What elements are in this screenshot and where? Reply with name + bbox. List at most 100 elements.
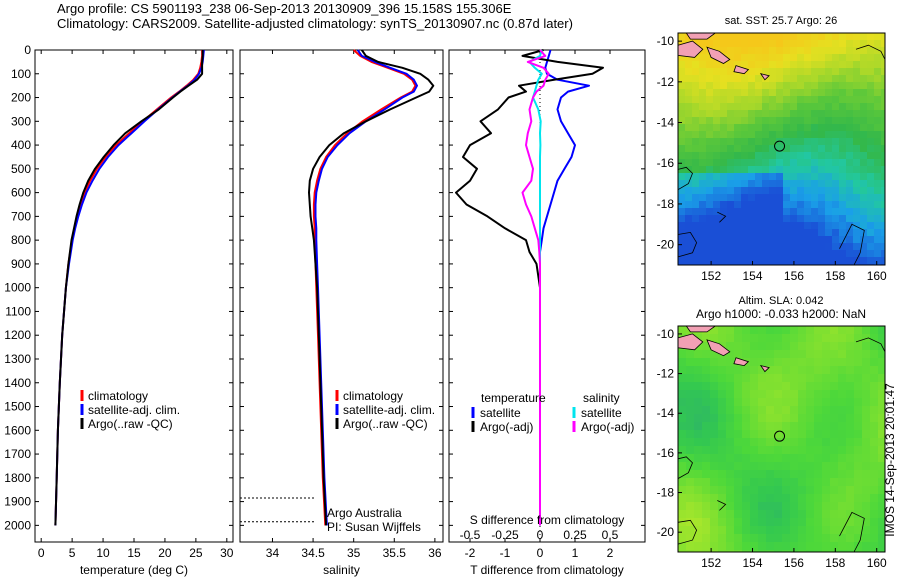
heatmap-cell bbox=[678, 326, 687, 335]
heatmap-cell bbox=[870, 430, 879, 439]
heatmap-cell bbox=[860, 208, 868, 216]
heatmap-cell bbox=[881, 222, 886, 230]
heatmap-cell bbox=[783, 68, 791, 76]
heatmap-cell bbox=[839, 61, 847, 69]
heatmap-cell bbox=[874, 166, 882, 174]
heatmap-cell bbox=[776, 166, 784, 174]
heatmap-cell bbox=[776, 82, 784, 90]
heatmap-cell bbox=[804, 243, 812, 251]
heatmap-cell bbox=[804, 236, 812, 244]
heatmap-cell bbox=[832, 82, 840, 90]
heatmap-cell bbox=[750, 390, 759, 399]
heatmap-cell bbox=[706, 110, 714, 118]
heatmap-cell bbox=[862, 374, 871, 383]
heatmap-cell bbox=[825, 145, 833, 153]
heatmap-cell bbox=[798, 414, 807, 423]
heatmap-cell bbox=[766, 478, 775, 487]
heatmap-cell bbox=[726, 454, 735, 463]
heatmap-cell bbox=[742, 542, 751, 551]
heatmap-cell bbox=[846, 374, 855, 383]
heatmap-cell bbox=[839, 110, 847, 118]
heatmap-cell bbox=[870, 358, 879, 367]
heatmap-cell bbox=[830, 382, 839, 391]
heatmap-cell bbox=[818, 110, 826, 118]
heatmap-cell bbox=[862, 342, 871, 351]
heatmap-cell bbox=[699, 166, 707, 174]
heatmap-cell bbox=[686, 358, 695, 367]
heatmap-cell bbox=[727, 145, 735, 153]
heatmap-cell bbox=[811, 166, 819, 174]
heatmap-cell bbox=[783, 124, 791, 132]
heatmap-cell bbox=[870, 326, 879, 335]
heatmap-cell bbox=[734, 236, 742, 244]
heatmap-cell bbox=[706, 68, 714, 76]
heatmap-cell bbox=[718, 526, 727, 535]
heatmap-cell bbox=[867, 124, 875, 132]
heatmap-cell bbox=[874, 138, 882, 146]
heatmap-cell bbox=[699, 96, 707, 104]
heatmap-cell bbox=[762, 68, 770, 76]
heatmap-cell bbox=[811, 159, 819, 167]
y-tick-label: -18 bbox=[657, 486, 675, 500]
heatmap-cell bbox=[853, 47, 861, 55]
heatmap-cell bbox=[797, 40, 805, 48]
heatmap-cell bbox=[769, 229, 777, 237]
heatmap-cell bbox=[790, 208, 798, 216]
heatmap-cell bbox=[782, 494, 791, 503]
heatmap-cell bbox=[713, 250, 721, 258]
heatmap-cell bbox=[846, 187, 854, 195]
heatmap-cell bbox=[685, 54, 693, 62]
heatmap-cell bbox=[790, 342, 799, 351]
heatmap-cell bbox=[790, 390, 799, 399]
y-tick-label: 1600 bbox=[4, 423, 31, 437]
heatmap-cell bbox=[839, 124, 847, 132]
heatmap-cell bbox=[755, 236, 763, 244]
heatmap-cell bbox=[686, 422, 695, 431]
heatmap-cell bbox=[750, 478, 759, 487]
heatmap-cell bbox=[811, 236, 819, 244]
heatmap-cell bbox=[727, 236, 735, 244]
heatmap-cell bbox=[748, 166, 756, 174]
heatmap-cell bbox=[720, 110, 728, 118]
heatmap-cell bbox=[846, 382, 855, 391]
heatmap-cell bbox=[881, 159, 886, 167]
heatmap-cell bbox=[860, 152, 868, 160]
heatmap-cell bbox=[678, 152, 686, 160]
heatmap-cell bbox=[755, 47, 763, 55]
bathymetry-contour bbox=[677, 231, 698, 258]
heatmap-cell bbox=[862, 502, 871, 511]
heatmap-cell bbox=[776, 215, 784, 223]
heatmap-cell bbox=[822, 398, 831, 407]
heatmap-cell bbox=[832, 201, 840, 209]
heatmap-cell bbox=[678, 422, 687, 431]
heatmap-cell bbox=[762, 236, 770, 244]
heatmap-cell bbox=[758, 326, 767, 335]
heatmap-cell bbox=[790, 414, 799, 423]
heatmap-cell bbox=[699, 236, 707, 244]
heatmap-cell bbox=[854, 382, 863, 391]
heatmap-cell bbox=[769, 61, 777, 69]
heatmap-cell bbox=[874, 82, 882, 90]
heatmap-cell bbox=[832, 138, 840, 146]
heatmap-cell bbox=[742, 470, 751, 479]
bathymetry-contour bbox=[839, 511, 865, 553]
heatmap-cell bbox=[734, 173, 742, 181]
heatmap-cell bbox=[832, 194, 840, 202]
heatmap-cell bbox=[727, 173, 735, 181]
heatmap-cell bbox=[750, 374, 759, 383]
heatmap-cell bbox=[832, 222, 840, 230]
heatmap-cell bbox=[783, 33, 791, 41]
heatmap-cell bbox=[846, 75, 854, 83]
heatmap-cell bbox=[814, 398, 823, 407]
heatmap-cell bbox=[741, 33, 749, 41]
heatmap-cell bbox=[713, 124, 721, 132]
heatmap-cell bbox=[720, 152, 728, 160]
heatmap-cell bbox=[878, 510, 886, 519]
heatmap-cell bbox=[734, 438, 743, 447]
heatmap-cell bbox=[762, 82, 770, 90]
heatmap-cell bbox=[818, 89, 826, 97]
heatmap-cell bbox=[804, 215, 812, 223]
heatmap-cell bbox=[825, 201, 833, 209]
heatmap-cell bbox=[814, 542, 823, 551]
heatmap-cell bbox=[881, 152, 886, 160]
